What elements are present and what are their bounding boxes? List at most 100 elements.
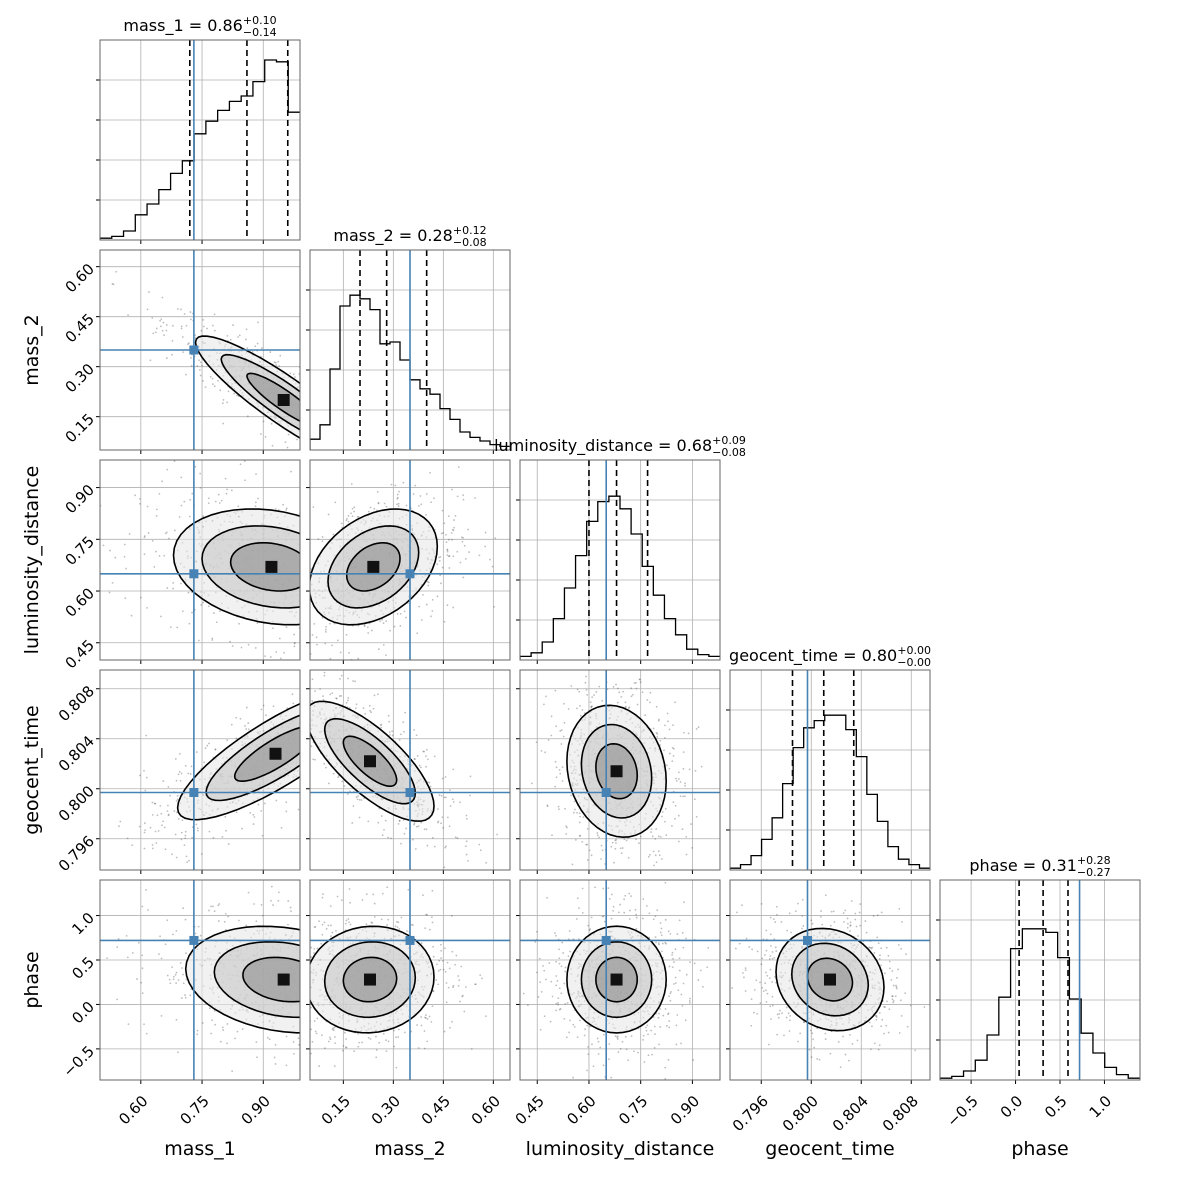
scatter-point [359,679,361,681]
scatter-point [317,528,319,530]
scatter-point [637,872,639,874]
scatter-point [461,1001,463,1003]
scatter-point [287,652,289,654]
scatter-point [292,373,295,376]
scatter-point [138,498,141,500]
scatter-point [585,843,588,846]
contour-line [246,372,300,422]
scatter-point [180,308,182,311]
scatter-point [333,454,335,456]
scatter-point [413,823,415,826]
scatter-point [351,687,353,689]
scatter-point [484,531,487,534]
scatter-point [442,826,445,829]
scatter-point [251,702,253,704]
scatter-point [177,1051,179,1054]
scatter-point [340,522,343,525]
scatter-point [292,702,295,705]
scatter-point [171,853,173,856]
scatter-point [363,624,366,626]
scatter-point [648,871,650,873]
scatter-point [347,427,349,429]
scatter-point [357,657,360,660]
scatter-point [236,394,238,397]
scatter-point [630,687,632,690]
scatter-point [125,567,127,570]
scatter-point [402,481,405,484]
panel-mass_2-mass_2: mass_2 = 0.28+0.12−0.08 [306,224,511,454]
scatter-point [234,1037,236,1040]
scatter-point [369,438,371,440]
scatter-point [185,952,187,955]
scatter-point [382,700,384,702]
scatter-point [348,406,350,408]
scatter-point [377,719,379,721]
scatter-point [643,876,645,878]
scatter-point [344,632,346,634]
scatter-point [323,690,325,692]
scatter-point [199,486,202,489]
scatter-point [166,974,169,977]
scatter-point [667,720,669,723]
scatter-point [354,707,357,710]
scatter-point [306,1010,308,1012]
scatter-point [235,737,238,740]
scatter-point [111,581,114,584]
scatter-point [270,679,272,681]
scatter-point [403,832,406,835]
scatter-point [219,389,222,392]
scatter-point [169,982,172,985]
scatter-point [308,990,310,992]
scatter-point [287,694,289,696]
scatter-point [354,697,356,699]
scatter-point [260,809,263,812]
scatter-point [191,492,194,495]
scatter-point [621,847,624,849]
scatter-point [457,466,460,468]
panel-title-geocent_time: geocent_time = 0.80+0.00 [729,644,931,666]
scatter-point [318,543,320,545]
scatter-point [590,854,593,857]
title-plus: +0.09 [712,434,746,447]
scatter-point [366,700,368,702]
scatter-point [589,701,592,704]
scatter-point [369,699,371,701]
density-fill [234,727,300,782]
scatter-point [301,530,303,532]
scatter-point [448,615,450,617]
scatter-point [345,672,347,674]
scatter-point [333,445,335,447]
scatter-point [166,468,169,471]
scatter-point [380,501,382,503]
scatter-point [355,796,358,799]
scatter-point [303,608,305,610]
scatter-point [241,827,243,830]
scatter-point [363,625,366,627]
scatter-point [143,822,146,824]
scatter-point [565,833,568,835]
scatter-point [255,1041,258,1044]
scatter-point [464,845,467,848]
scatter-point [280,826,283,829]
scatter-point [302,729,304,731]
scatter-point [405,464,407,466]
scatter-point [302,753,304,755]
scatter-point [677,814,680,817]
scatter-point [398,739,401,741]
scatter-point [426,580,429,583]
scatter-point [355,444,357,446]
scatter-point [396,493,399,496]
panel-geocent_time-geocent_time: geocent_time = 0.80+0.00−0.00 [726,644,931,874]
scatter-point [422,750,425,753]
title-plus: +0.00 [897,644,931,657]
scatter-point [158,492,161,495]
scatter-point [351,507,354,510]
scatter-point [353,452,355,454]
scatter-point [367,647,369,649]
scatter-point [272,904,274,906]
scatter-point [304,975,306,977]
scatter-point [167,786,170,788]
panel-frame [309,459,511,661]
scatter-point [225,829,227,832]
scatter-point [322,699,325,701]
